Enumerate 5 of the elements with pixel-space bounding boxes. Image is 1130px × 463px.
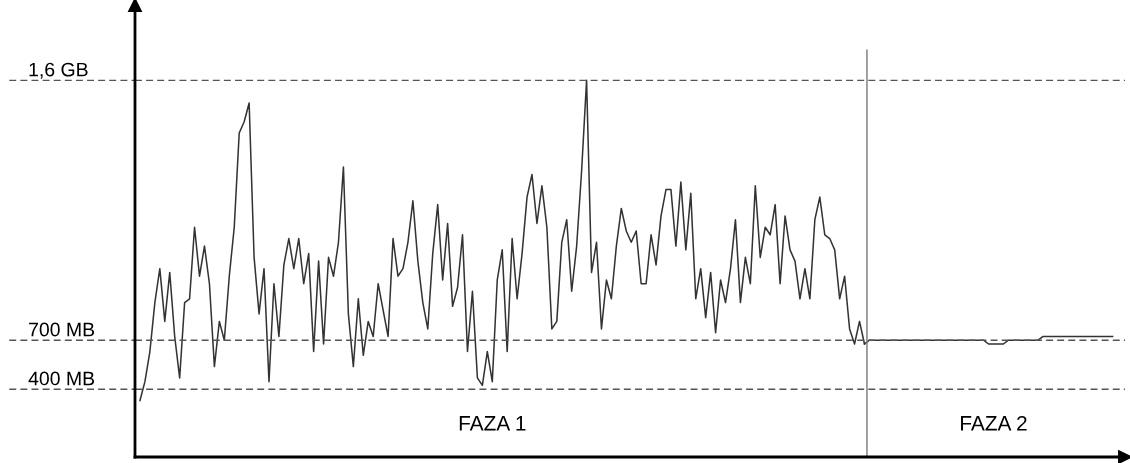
ref-line-label: 1,6 GB xyxy=(29,62,88,79)
ref-line-label: 700 MB xyxy=(29,322,95,337)
x-tick-label: FAZA 2 xyxy=(961,415,1027,431)
ref-line-label: 400 MB xyxy=(28,371,95,386)
x-tick-label: FAZA 1 xyxy=(459,416,526,431)
